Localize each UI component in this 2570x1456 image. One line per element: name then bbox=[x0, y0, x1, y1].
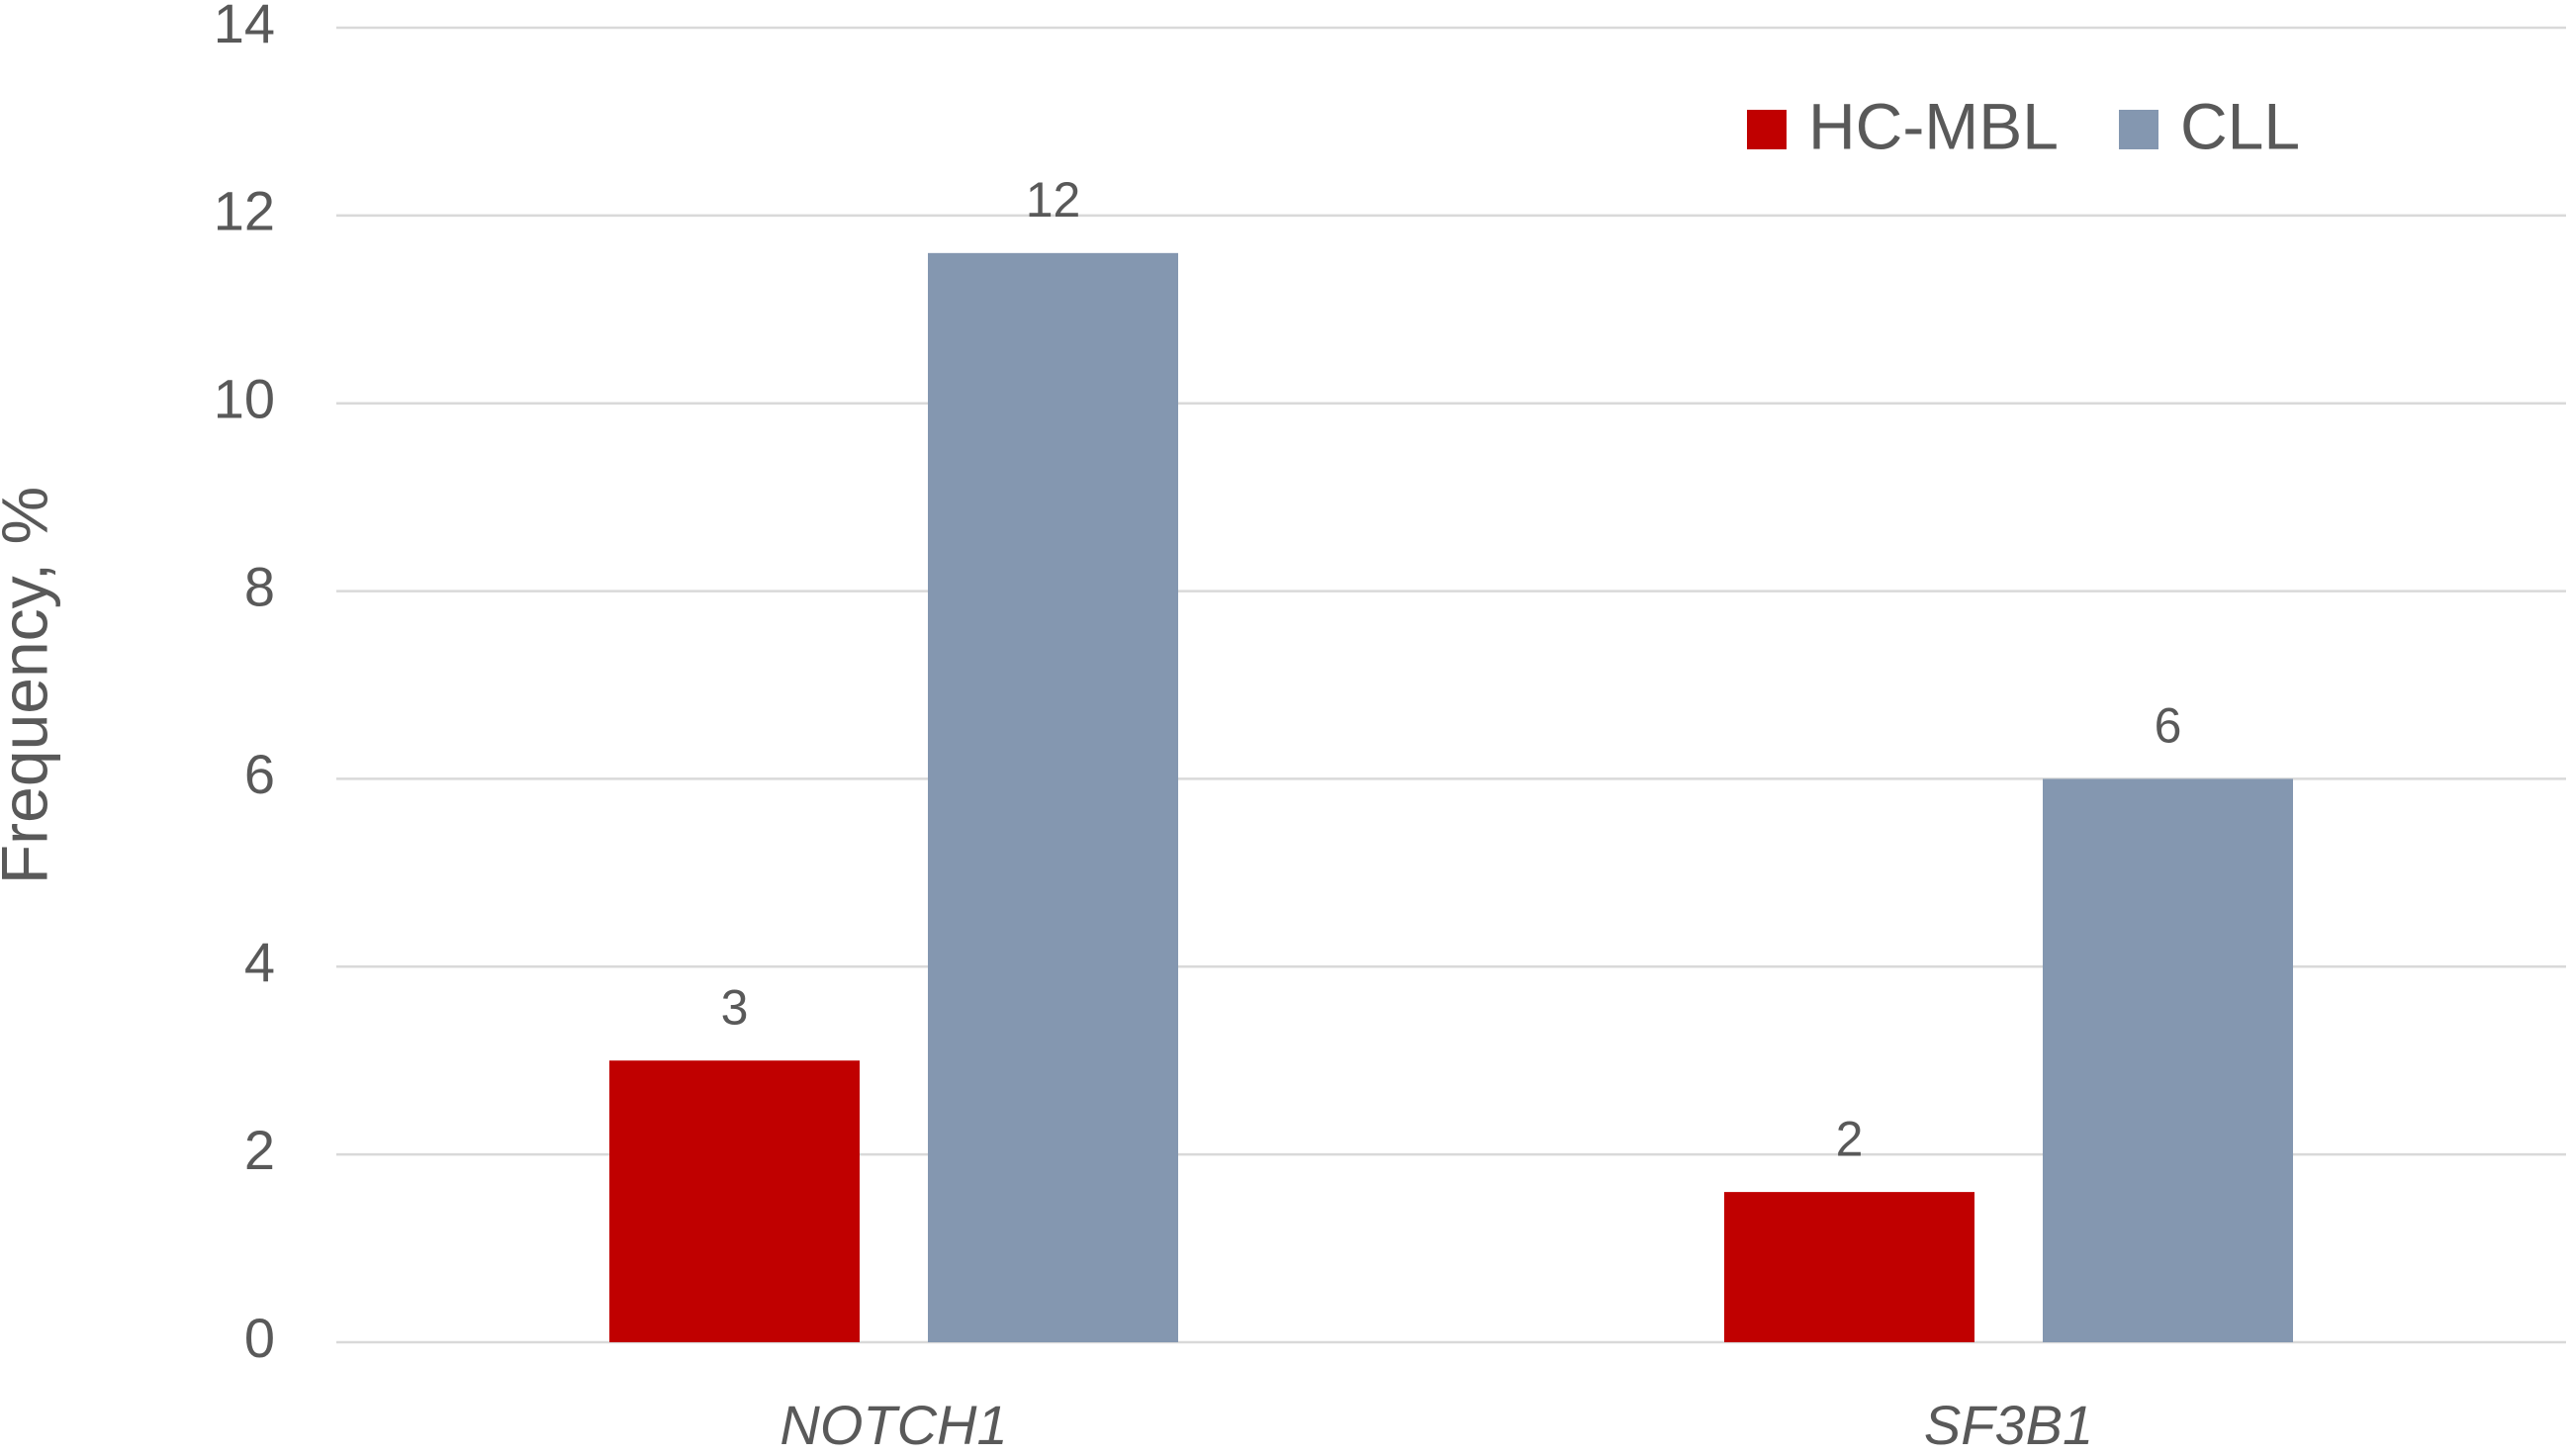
legend-label: CLL bbox=[2180, 89, 2300, 162]
bar bbox=[609, 1060, 860, 1342]
x-tick-label: SF3B1 bbox=[1924, 1394, 2093, 1456]
legend-label: HC-MBL bbox=[1808, 89, 2059, 162]
y-tick-label: 12 bbox=[214, 180, 275, 242]
y-tick-label: 14 bbox=[214, 0, 275, 54]
y-tick-label: 2 bbox=[244, 1119, 275, 1181]
data-label: 12 bbox=[1026, 172, 1081, 228]
bar bbox=[928, 252, 1178, 1342]
y-tick-label: 6 bbox=[244, 743, 275, 805]
data-label: 6 bbox=[2155, 698, 2182, 754]
data-label: 3 bbox=[721, 979, 749, 1035]
y-axis-title: Frequency, % bbox=[0, 487, 60, 884]
legend-swatch bbox=[2119, 110, 2158, 149]
y-tick-label: 0 bbox=[244, 1307, 275, 1369]
legend-swatch bbox=[1747, 110, 1787, 149]
y-tick-label: 4 bbox=[244, 931, 275, 993]
data-label: 2 bbox=[1836, 1111, 1864, 1166]
bar bbox=[1724, 1192, 1974, 1342]
y-tick-label: 10 bbox=[214, 368, 275, 430]
x-tick-label: NOTCH1 bbox=[780, 1394, 1007, 1456]
y-tick-label: 8 bbox=[244, 555, 275, 617]
bar bbox=[2043, 778, 2293, 1342]
